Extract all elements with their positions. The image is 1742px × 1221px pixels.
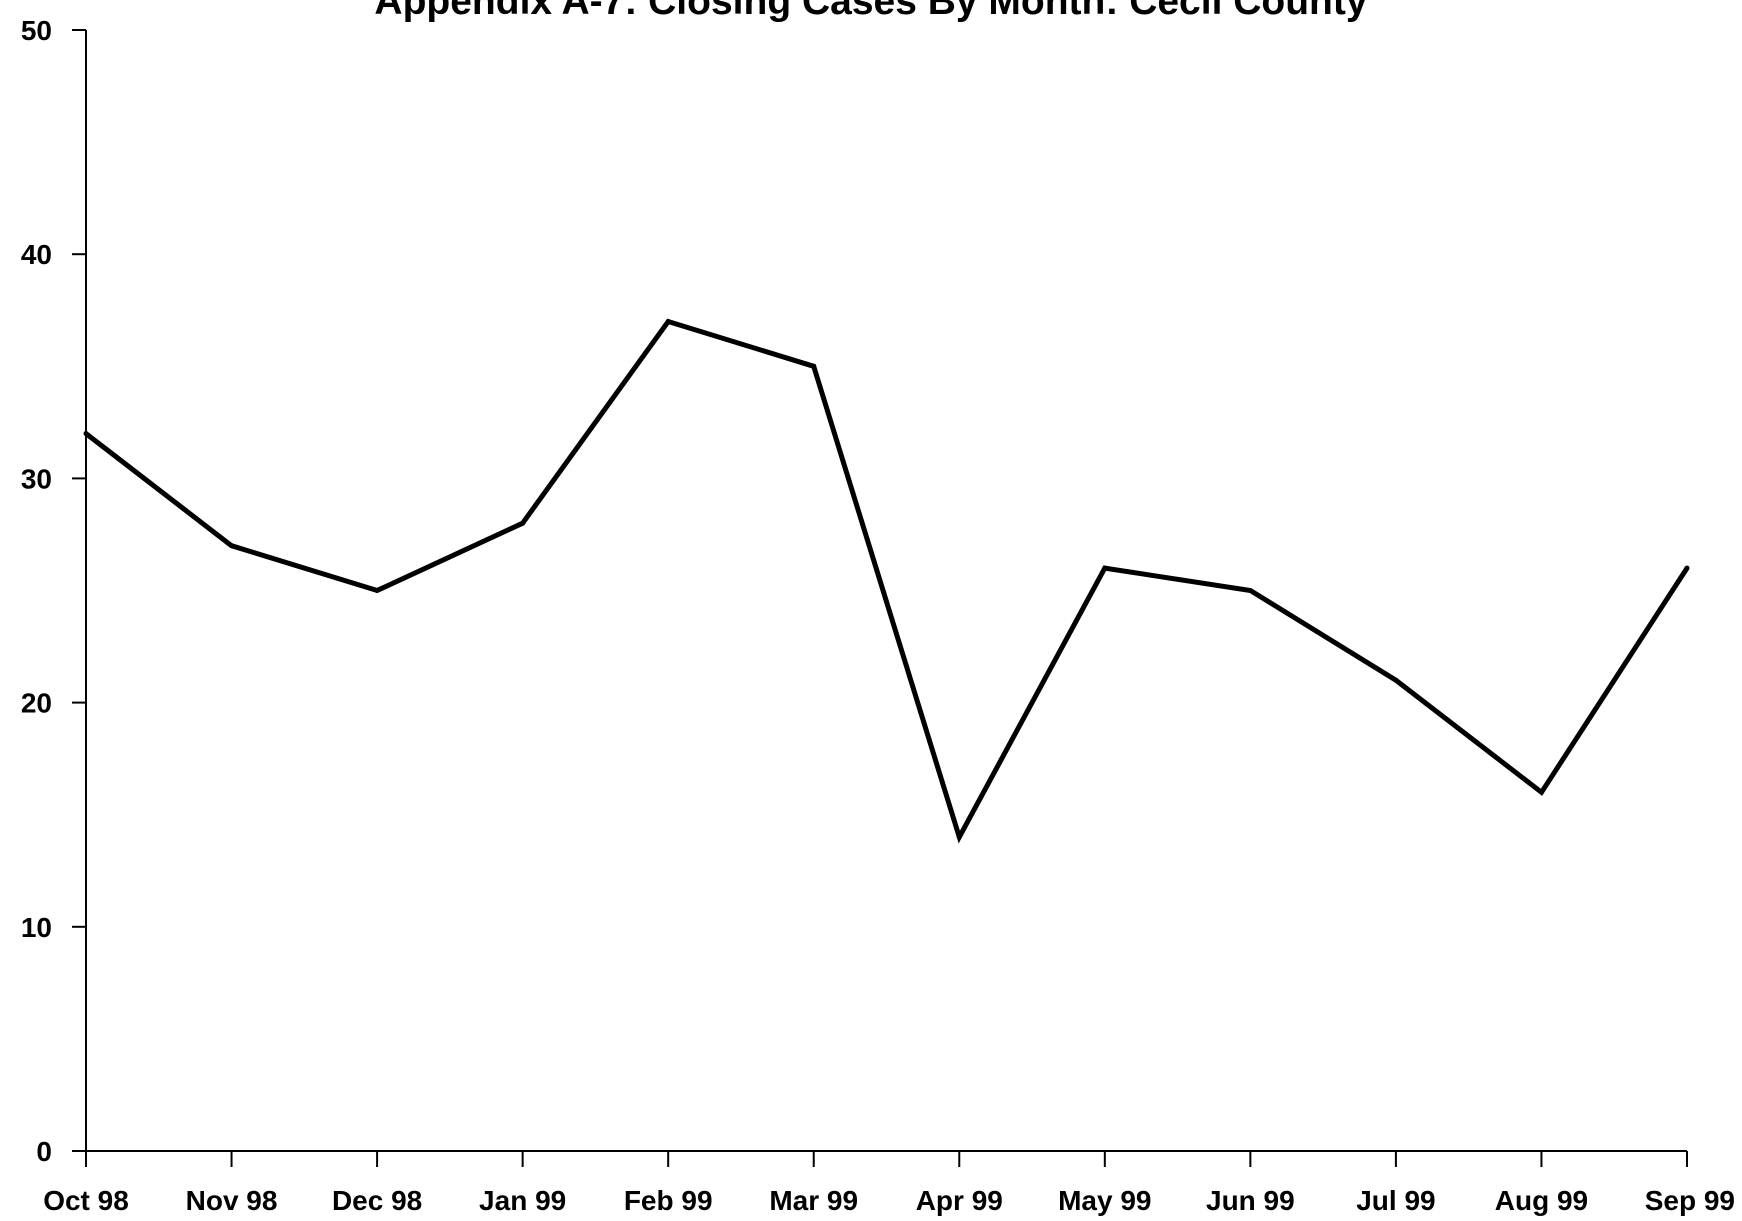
x-tick-label: Nov 98: [186, 1185, 278, 1216]
data-point: [1684, 565, 1690, 571]
x-tick-label: Feb 99: [624, 1185, 713, 1216]
y-tick-label: 10: [21, 912, 52, 943]
y-tick-label: 0: [36, 1136, 52, 1167]
y-axis: 0 10 20 30 40 50: [21, 15, 87, 1167]
series-line: [84, 318, 1690, 844]
data-point: [229, 543, 235, 549]
x-tick-label: Apr 99: [916, 1185, 1003, 1216]
y-tick-label: 50: [21, 15, 52, 46]
y-tick-label: 40: [21, 239, 52, 270]
data-point: [520, 520, 526, 526]
x-tick-label: Aug 99: [1495, 1185, 1588, 1216]
y-tick-label: 20: [21, 688, 52, 719]
x-tick-label: May 99: [1058, 1185, 1151, 1216]
data-point: [1102, 565, 1108, 571]
data-point: [1393, 677, 1399, 683]
x-tick-label: Mar 99: [769, 1185, 858, 1216]
data-point: [1247, 588, 1253, 593]
data-point: [665, 318, 671, 324]
chart-title: Appendix A-7: Closing Cases By Month: Ce…: [374, 0, 1367, 23]
x-tick-label: Jun 99: [1206, 1185, 1295, 1216]
data-point: [811, 363, 817, 369]
x-tick-label: Jul 99: [1356, 1185, 1435, 1216]
data-point: [83, 431, 89, 437]
x-tick-label: Sep 99: [1645, 1185, 1735, 1216]
x-tick-label: Jan 99: [479, 1185, 566, 1216]
data-point: [956, 834, 962, 840]
x-tick-label: Oct 98: [43, 1185, 129, 1216]
x-axis: Oct 98 Nov 98 Dec 98 Jan 99 Feb 99 Mar 99 Apr …: [43, 1150, 1735, 1216]
y-tick-label: 30: [21, 463, 52, 494]
series-group: [83, 318, 1690, 844]
data-point: [1538, 789, 1544, 795]
x-tick-label: Dec 98: [332, 1185, 422, 1216]
data-point: [374, 588, 380, 593]
